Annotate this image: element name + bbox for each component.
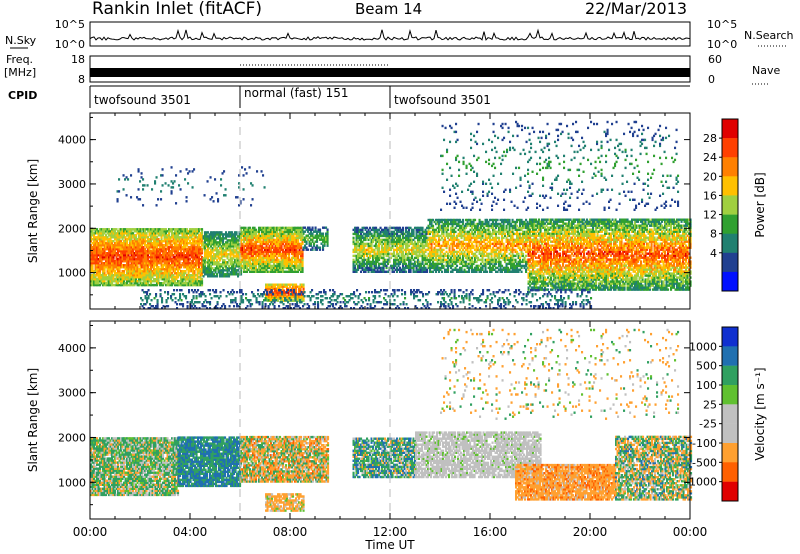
power-cell [441,271,443,273]
cpid-panel: CPID twofsound 3501 normal (fast) 151 twof… [8,86,690,108]
power-cell [432,225,434,227]
noise-sky-line [90,30,690,40]
cpid-segment-label: twofsound 3501 [394,93,491,107]
power-cell [405,271,407,273]
freq-label-line1: Freq. [6,53,33,66]
power-cell [315,227,317,229]
noise-right-tick-top: 10^5 [707,18,737,31]
cpid-label: CPID [8,89,37,102]
power-cell [307,249,309,251]
radar-summary-figure: Rankin Inlet (fitACF) Beam 14 22/Mar/201… [0,0,800,554]
freq-band [90,68,690,77]
freq-label-line2: [MHz] [4,66,36,79]
power-cell [319,247,321,249]
power-cell [319,229,321,231]
power-cell [303,284,305,286]
noise-right-tick-bottom: 10^0 [707,38,737,51]
date-title: 22/Mar/2013 [585,0,687,18]
power-cell [312,227,314,229]
noise-left-tick-bottom: 10^0 [55,38,85,51]
noise-panel: N.Sky 10^5 10^0 10^5 10^0 N.Search [5,18,794,51]
power-cell [236,231,238,233]
power-cell [327,229,329,231]
freq-left-tick-bottom: 8 [78,73,85,86]
noise-left-tick-top: 10^5 [55,18,85,31]
noise-trace [90,30,690,40]
power-cell [201,278,203,280]
nave-label: Nave [752,64,780,77]
freq-right-tick-top: 60 [708,53,722,66]
power-cell [422,227,424,229]
station-title: Rankin Inlet (fitACF) [92,0,262,19]
cpid-segments: twofsound 3501 normal (fast) 151 twofsound… [90,86,690,108]
power-cell [455,231,457,233]
power-cell [443,265,445,267]
power-cell [322,233,324,235]
noise-left-label: N.Sky [5,34,37,47]
beam-title: Beam 14 [355,0,422,18]
power-cell [353,237,355,239]
freq-left-tick-top: 18 [71,53,85,66]
frequency-panel: Freq. [MHz] 18 8 60 0 Nave [4,53,780,86]
power-heatmap-cells [90,121,692,310]
power-cell [462,219,464,221]
cpid-segment-label: normal (fast) 151 [244,86,348,100]
power-cell [443,249,445,251]
freq-trace [90,65,690,77]
freq-right-tick-bottom: 0 [708,73,715,86]
noise-right-label: N.Search [744,29,794,42]
cpid-segment-label: twofsound 3501 [94,93,191,107]
noise-panel-frame [90,22,690,46]
power-cell [402,227,404,229]
power-cell [456,265,458,267]
power-cell [201,228,203,230]
